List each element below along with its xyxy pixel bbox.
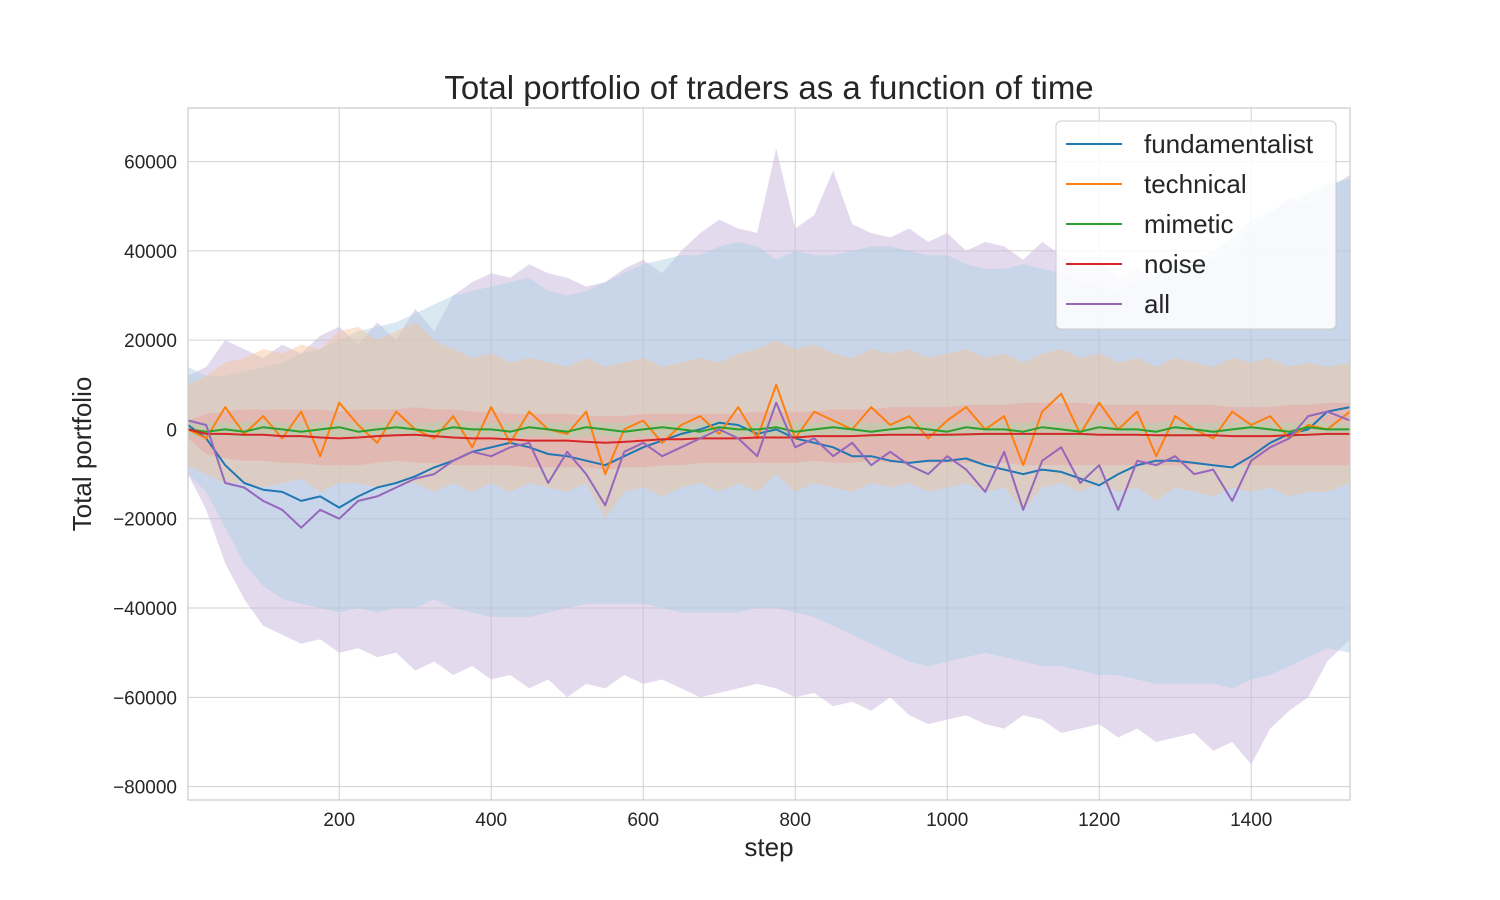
series-lines	[187, 383, 1351, 529]
y-tick-label: −60000	[113, 688, 177, 709]
line-all	[187, 401, 1351, 529]
plot-frame	[187, 107, 1351, 801]
y-tick-label: 0	[166, 420, 177, 441]
y-tick-label: 60000	[124, 153, 177, 174]
y-tick-label: −40000	[113, 599, 177, 620]
y-tick-label: 40000	[124, 242, 177, 263]
chart-title: Total portfolio of traders as a function…	[444, 69, 1093, 106]
x-tick-label: 600	[627, 810, 659, 831]
y-tick-label: −80000	[113, 778, 177, 799]
x-tick-label: 1200	[1078, 810, 1120, 831]
y-tick-labels: −80000 −60000 −40000 −20000 0 20000 40000 60000	[113, 153, 177, 799]
legend-label-all: all	[1144, 289, 1170, 319]
x-axis-label: step	[744, 832, 793, 862]
legend-label-fundamentalist: fundamentalist	[1144, 129, 1314, 159]
legend: fundamentalist technical mimetic noise all	[1055, 120, 1337, 330]
line-technical	[187, 383, 1351, 476]
y-tick-label: −20000	[113, 510, 177, 531]
line-noise	[187, 428, 1350, 444]
x-tick-label: 1400	[1230, 810, 1272, 831]
y-axis-label: Total portfolio	[67, 377, 97, 532]
x-tick-label: 200	[323, 810, 355, 831]
x-tick-label: 1000	[926, 810, 968, 831]
x-tick-label: 400	[475, 810, 507, 831]
x-tick-label: 800	[779, 810, 811, 831]
legend-label-noise: noise	[1144, 249, 1206, 279]
y-tick-label: 20000	[124, 331, 177, 352]
x-tick-labels: 200 400 600 800 1000 1200 1400	[323, 810, 1272, 831]
legend-label-mimetic: mimetic	[1144, 209, 1234, 239]
legend-box	[1055, 120, 1337, 330]
legend-label-technical: technical	[1144, 169, 1247, 199]
